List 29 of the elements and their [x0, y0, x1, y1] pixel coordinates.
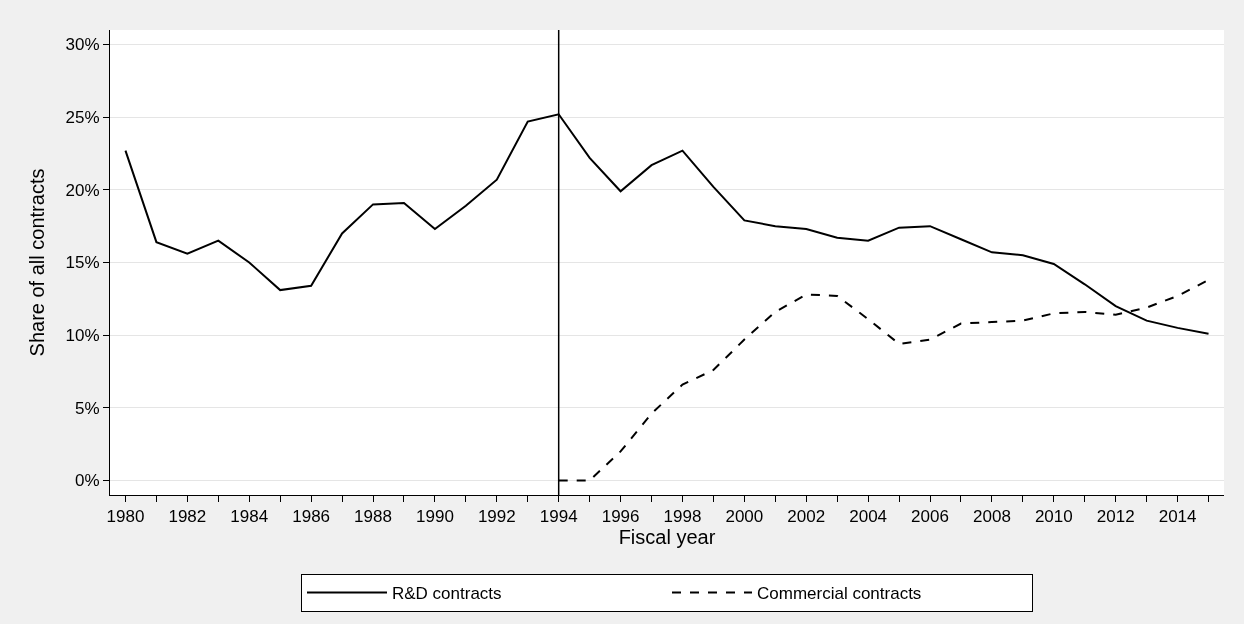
- y-tick-label: 10%: [65, 326, 100, 346]
- x-axis-title: Fiscal year: [618, 526, 716, 549]
- x-tick-label: 1992: [477, 507, 516, 527]
- legend-label: Commercial contracts: [757, 584, 922, 604]
- x-tick-label: 2010: [1034, 507, 1073, 527]
- x-tick-label: 2006: [911, 507, 949, 527]
- x-tick-label: 2008: [973, 507, 1011, 527]
- x-tick-label: 1994: [539, 507, 578, 527]
- x-tick-label: 2014: [1158, 507, 1197, 527]
- x-tick-label: 2002: [787, 507, 826, 527]
- x-tick-label: 1990: [416, 507, 454, 527]
- x-tick-label: 1980: [106, 507, 145, 527]
- y-tick-label: 0%: [75, 471, 100, 491]
- x-tick-label: 1982: [168, 507, 207, 527]
- y-axis-title: Share of all contracts: [26, 168, 49, 357]
- legend-label: R&D contracts: [392, 584, 502, 604]
- x-tick-label: 1986: [292, 507, 331, 527]
- y-tick-label: 20%: [65, 180, 100, 200]
- x-tick-label: 1984: [230, 507, 269, 527]
- y-tick-label: 25%: [65, 108, 100, 128]
- y-tick-label: 5%: [75, 398, 100, 418]
- x-tick-label: 2012: [1096, 507, 1135, 527]
- x-tick-label: 2004: [849, 507, 888, 527]
- x-tick-label: 1998: [663, 507, 702, 527]
- y-tick-label: 15%: [65, 253, 100, 273]
- x-tick-label: 1996: [601, 507, 640, 527]
- x-tick-label: 1988: [354, 507, 392, 527]
- x-tick-label: 2000: [725, 507, 764, 527]
- y-tick-label: 30%: [65, 35, 100, 55]
